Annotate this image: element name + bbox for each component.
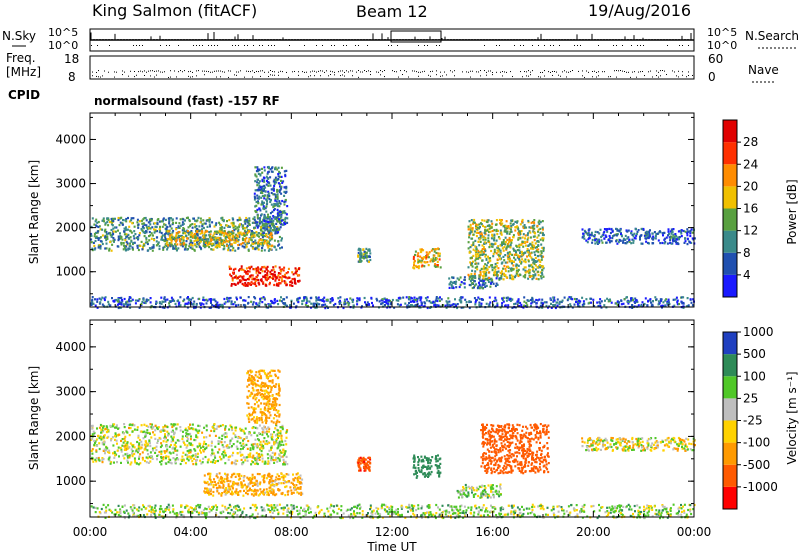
power-colorbar-tick-label: 20: [743, 179, 758, 193]
velocity-ytick-label: 1000: [55, 474, 86, 488]
velocity-panel-frame: [89, 319, 695, 518]
velocity-scatter-region: [412, 454, 442, 479]
velocity-colorbar-tick-label: -25: [743, 414, 763, 428]
velocity-colorbar-swatch: [723, 354, 737, 377]
power-colorbar-tick-label: 24: [743, 157, 758, 171]
velocity-scatter-region: [90, 503, 696, 520]
nsky-tick-bottom: 10^0: [48, 39, 78, 52]
velocity-colorbar-tick-label: -100: [743, 436, 770, 450]
power-colorbar-tick-label: 12: [743, 224, 758, 238]
velocity-scatter-region: [581, 436, 696, 452]
x-tick-label: 12:00: [375, 525, 410, 539]
date-title: 19/Aug/2016: [588, 1, 691, 20]
x-tick-label: 00:00: [73, 525, 108, 539]
nsearch-tick-bottom: 10^0: [707, 39, 737, 52]
power-scatter-region: [581, 227, 696, 246]
power-ytick-label: 4000: [55, 132, 86, 146]
velocity-colorbar-label: Velocity [m s⁻¹]: [785, 371, 799, 464]
velocity-scatter-region: [246, 369, 281, 426]
power-scatter-region: [467, 218, 545, 281]
freq-trace: [92, 70, 693, 78]
station-title: King Salmon (fitACF): [92, 1, 257, 20]
power-ylabel: Slant Range [km]: [27, 160, 41, 264]
power-colorbar-swatch: [723, 164, 737, 187]
velocity-scatter-region: [456, 483, 502, 499]
power-scatter-region: [228, 265, 301, 287]
freq-panel-frame: [89, 55, 695, 80]
velocity-scatter-region: [480, 423, 550, 475]
power-colorbar-swatch: [723, 186, 737, 209]
power-scatter-region: [412, 247, 442, 270]
freq-label-1: Freq.: [6, 51, 36, 65]
nave-tick-bottom: 0: [708, 70, 716, 84]
velocity-colorbar-tick-label: -500: [743, 458, 770, 472]
velocity-colorbar-swatch: [723, 420, 737, 443]
x-tick-label: 04:00: [173, 525, 208, 539]
velocity-scatter-region: [356, 456, 372, 472]
power-ytick-label: 3000: [55, 177, 86, 191]
cpid-text: normalsound (fast) -157 RF: [94, 94, 280, 108]
velocity-scatter-region: [203, 472, 304, 497]
velocity-colorbar-tick-label: 100: [743, 369, 766, 383]
velocity-heatmap: [90, 369, 696, 520]
velocity-ytick-label: 4000: [55, 340, 86, 354]
power-heatmap: [90, 165, 696, 310]
velocity-colorbar-tick-label: 500: [743, 347, 766, 361]
power-colorbar-tick-label: 16: [743, 202, 758, 216]
nsky-label: N.Sky: [2, 29, 36, 43]
velocity-ytick-label: 3000: [55, 385, 86, 399]
power-ytick-label: 2000: [55, 221, 86, 235]
beam-title: Beam 12: [356, 2, 428, 21]
velocity-colorbar-tick-label: 1000: [743, 325, 774, 339]
nave-label: Nave: [748, 63, 779, 77]
freq-tick-bottom: 8: [68, 70, 76, 84]
x-tick-label: 20:00: [576, 525, 611, 539]
velocity-colorbar-swatch: [723, 376, 737, 399]
power-scatter-region: [253, 165, 289, 235]
cpid-label: CPID: [8, 88, 40, 102]
freq-label-2: [MHz]: [6, 65, 41, 79]
nave-tick-top: 60: [708, 52, 723, 66]
power-colorbar-swatch: [723, 208, 737, 231]
nsky-tick-top: 10^5: [48, 26, 78, 39]
x-tick-label: 08:00: [274, 525, 309, 539]
power-colorbar-swatch: [723, 252, 737, 275]
velocity-ylabel: Slant Range [km]: [27, 366, 41, 470]
velocity-scatter-region: [90, 423, 289, 466]
power-colorbar-swatch: [723, 274, 737, 297]
velocity-colorbar-swatch: [723, 486, 737, 509]
power-colorbar-swatch: [723, 120, 737, 143]
x-tick-label: 00:00: [677, 525, 712, 539]
nsearch-tick-top: 10^5: [707, 26, 737, 39]
power-scatter-region: [165, 229, 274, 248]
power-scatter-region: [357, 247, 372, 263]
x-axis-label: Time UT: [366, 540, 417, 554]
velocity-colorbar-swatch: [723, 332, 737, 355]
nsearch-label: N.Search: [745, 29, 799, 43]
freq-tick-top: 18: [64, 52, 79, 66]
velocity-colorbar-swatch: [723, 398, 737, 421]
x-tick-label: 16:00: [475, 525, 510, 539]
velocity-colorbar-tick-label: 25: [743, 391, 758, 405]
velocity-colorbar-tick-label: -1000: [743, 480, 778, 494]
velocity-ytick-label: 2000: [55, 429, 86, 443]
nsky-trace: [90, 32, 692, 46]
power-ytick-label: 1000: [55, 265, 86, 279]
power-panel-frame: [89, 112, 695, 308]
power-colorbar-label: Power [dB]: [785, 179, 799, 244]
power-colorbar-swatch: [723, 142, 737, 165]
velocity-colorbar-swatch: [723, 442, 737, 465]
velocity-colorbar-swatch: [723, 464, 737, 487]
power-colorbar-tick-label: 28: [743, 135, 758, 149]
power-colorbar-tick-label: 8: [743, 246, 751, 260]
power-colorbar-tick-label: 4: [743, 268, 751, 282]
power-colorbar-swatch: [723, 230, 737, 253]
